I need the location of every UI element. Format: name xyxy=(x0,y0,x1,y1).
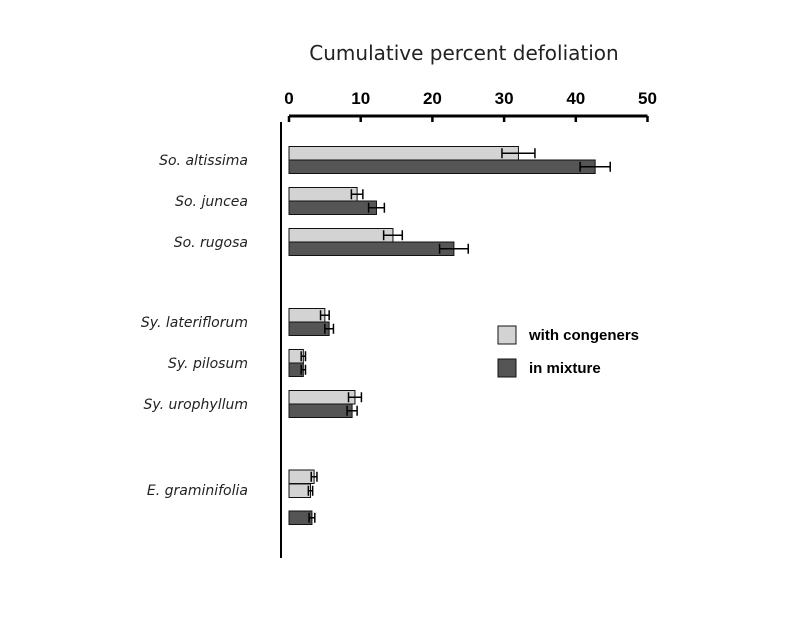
bar-with-congeners xyxy=(288,228,394,243)
bar-in-mixture xyxy=(288,403,353,418)
x-tick-label: 10 xyxy=(351,89,370,108)
x-tick-label: 30 xyxy=(495,89,514,108)
x-tick-label: 40 xyxy=(566,89,585,108)
legend-swatch xyxy=(497,358,517,378)
bar-with-congeners xyxy=(288,390,356,405)
category-label: Sy. urophyllum xyxy=(143,397,248,413)
legend-label: in mixture xyxy=(529,360,601,377)
bar-with-congeners xyxy=(288,146,519,161)
chart-title: Cumulative percent defoliation xyxy=(309,41,618,65)
x-tick-label: 20 xyxy=(423,89,442,108)
category-label: Sy. lateriflorum xyxy=(141,315,248,331)
bar-with-congeners xyxy=(288,187,358,202)
bar-with-congeners xyxy=(288,308,326,323)
bar-in-mixture xyxy=(288,321,330,336)
x-tick-label: 50 xyxy=(638,89,657,108)
legend-swatch xyxy=(497,325,517,345)
bar-with-congeners xyxy=(288,483,312,498)
category-label: Sy. pilosum xyxy=(168,356,248,372)
x-tick-label: 0 xyxy=(284,89,293,108)
bar-in-mixture xyxy=(288,241,455,256)
category-label: So. juncea xyxy=(175,194,248,210)
bar-in-mixture xyxy=(288,159,596,174)
category-label: So. altissima xyxy=(159,153,248,169)
category-label: So. rugosa xyxy=(174,235,248,251)
bar-in-mixture xyxy=(288,200,377,215)
bar-with-congeners xyxy=(288,469,315,484)
category-label: E. graminifolia xyxy=(147,483,248,499)
legend-label: with congeners xyxy=(528,327,639,344)
